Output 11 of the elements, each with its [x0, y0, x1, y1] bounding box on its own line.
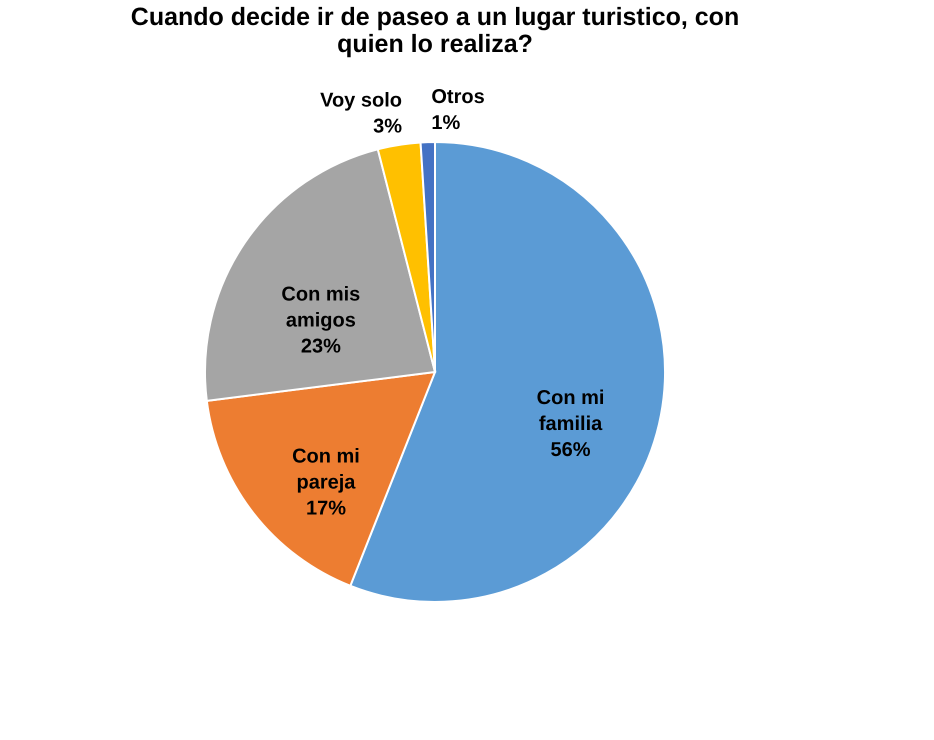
data-label: 3%	[373, 115, 402, 138]
slice-label: Voy solo	[320, 89, 402, 112]
data-label: 17%	[306, 498, 346, 520]
slice-label: Con mi familia	[536, 386, 604, 435]
slice-label: Con mi pareja	[292, 446, 360, 494]
data-label: 23%	[300, 335, 342, 358]
data-label: 1%	[431, 112, 460, 134]
chart-title: Cuando decide ir de paseo a un lugar turistico, con quien lo realiza?	[130, 3, 740, 58]
data-label: 56%	[550, 438, 591, 461]
slice-label: Con mis amigos	[281, 283, 360, 332]
slice-label: Otros	[431, 86, 485, 108]
